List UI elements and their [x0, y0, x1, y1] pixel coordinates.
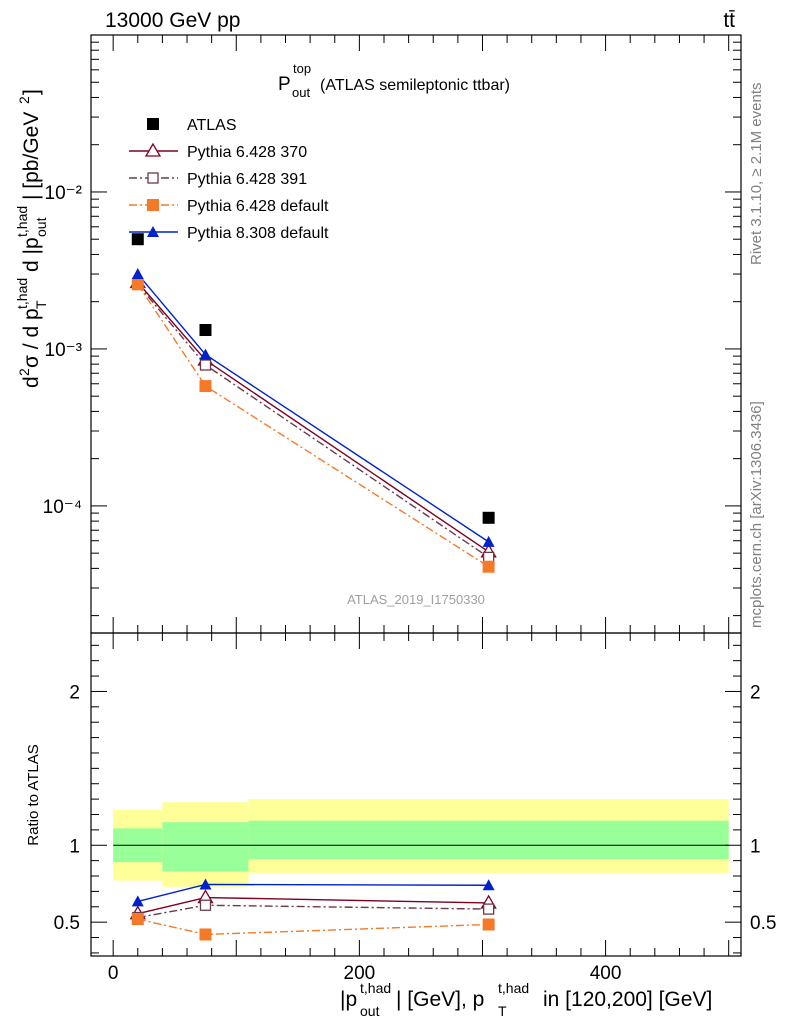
process-label: tt̄ [723, 9, 735, 32]
ratio-y-axis-label: Ratio to ATLAS [25, 744, 42, 845]
legend-marker-2 [147, 172, 159, 184]
legend-label-0: ATLAS [187, 117, 237, 134]
plot-title: P out top (ATLAS semileptonic ttbar) [278, 61, 510, 100]
legend-label-3: Pythia 6.428 default [187, 198, 329, 215]
svg-text:t,had: t,had [14, 278, 30, 309]
main-point-2-1 [199, 359, 212, 371]
ratio-point-1-2 [482, 903, 495, 915]
main-line-4 [137, 273, 490, 543]
ratio-ytick-label-right: 0.5 [750, 913, 776, 934]
svg-text:out: out [33, 217, 49, 237]
x-axis-label: |p out t,had | [GeV], p T t,had in [120,… [340, 980, 712, 1019]
svg-text:σ / d p: σ / d p [20, 308, 43, 368]
legend-label-4: Pythia 8.308 default [187, 225, 329, 242]
legend: ATLAS Pythia 6.428 370 Pythia 6.428 391 Pyt… [129, 117, 329, 242]
main-line-1 [137, 282, 490, 553]
main-ytick-label: 10⁻² [45, 183, 83, 204]
xtick-label: 200 [344, 963, 376, 984]
ratio-point-2-0 [131, 913, 144, 926]
ratio-point-3-2 [482, 879, 495, 891]
svg-text:| [GeV], p: | [GeV], p [396, 988, 484, 1011]
ratio-stat-band-1 [162, 822, 249, 872]
main-point-0-2 [482, 511, 495, 524]
ratio-plot-frame [90, 632, 742, 957]
ratio-ytick-label: 0.5 [54, 913, 80, 934]
axis-ticks [91, 34, 741, 956]
svg-text:2: 2 [16, 96, 32, 104]
title-note: (ATLAS semileptonic ttbar) [320, 77, 510, 94]
main-y-axis-label: d 2 σ / d p T t,had d |p out t,had | [pb… [14, 89, 49, 388]
svg-text:]: ] [20, 89, 43, 95]
legend-marker-0 [147, 118, 159, 130]
title-main: P [278, 74, 291, 95]
legend-marker-4 [147, 226, 159, 237]
ratio-ytick-label-right: 1 [750, 836, 761, 857]
analysis-watermark: ATLAS_2019_I1750330 [347, 592, 485, 607]
ratio-line-0 [137, 896, 489, 915]
series-markers [129, 233, 497, 941]
main-point-4-0 [131, 268, 144, 280]
svg-text:2: 2 [16, 368, 32, 376]
ratio-point-3-0 [131, 895, 144, 907]
ratio-stat-band-2 [248, 820, 729, 860]
ratio-ytick-label: 1 [69, 836, 80, 857]
main-point-3-2 [482, 560, 495, 573]
main-point-4-1 [199, 348, 212, 360]
svg-text:t,had: t,had [498, 980, 529, 996]
ratio-line-2 [137, 918, 489, 936]
legend-marker-3 [147, 199, 159, 211]
svg-text:| [pb/GeV: | [pb/GeV [20, 112, 43, 200]
ratio-ytick-label-right: 2 [750, 682, 761, 703]
ratio-ytick-label: 2 [69, 682, 80, 703]
ratio-point-1-1 [199, 899, 212, 911]
ratio-point-3-1 [199, 878, 212, 890]
main-point-3-0 [131, 278, 144, 291]
main-point-3-1 [199, 380, 212, 393]
legend-label-2: Pythia 6.428 391 [187, 171, 307, 188]
title-superscript: top [293, 61, 311, 76]
svg-text:t,had: t,had [14, 206, 30, 237]
svg-text:d: d [20, 376, 43, 388]
svg-text:|p: |p [340, 988, 357, 1011]
title-subscript: out [292, 85, 310, 100]
svg-text:d |p: d |p [20, 237, 43, 272]
svg-text:t,had: t,had [360, 980, 391, 996]
axis-tick-labels: 10⁻⁴ 10⁻³ 10⁻² 0.5 0.5 1 1 2 2 0 200 400 [43, 183, 777, 984]
ratio-uncertainty-bands [113, 799, 729, 887]
ratio-point-2-2 [482, 918, 495, 931]
legend-label-1: Pythia 6.428 370 [187, 144, 307, 161]
main-ytick-label: 10⁻³ [45, 340, 83, 361]
xtick-label: 400 [590, 963, 622, 984]
rivet-version-label: Rivet 3.1.10, ≥ 2.1M events [748, 83, 765, 266]
main-point-0-1 [199, 324, 212, 337]
ratio-line-1 [137, 904, 489, 919]
main-point-0-0 [131, 233, 144, 246]
legend-marker-1 [144, 142, 162, 157]
main-line-2 [137, 283, 490, 558]
main-point-4-2 [482, 535, 495, 547]
ratio-line-3 [137, 883, 489, 903]
collision-energy-label: 13000 GeV pp [105, 9, 240, 32]
svg-text:in [120,200] [GeV]: in [120,200] [GeV] [543, 988, 712, 1011]
xtick-label: 0 [108, 963, 119, 984]
main-ytick-label: 10⁻⁴ [43, 497, 82, 518]
ratio-point-2-1 [199, 928, 212, 941]
mcplots-label: mcplots.cern.ch [arXiv:1306.3436] [748, 401, 765, 628]
svg-text:out: out [360, 1003, 380, 1019]
svg-text:T: T [498, 1003, 507, 1019]
svg-text:T: T [33, 300, 49, 309]
